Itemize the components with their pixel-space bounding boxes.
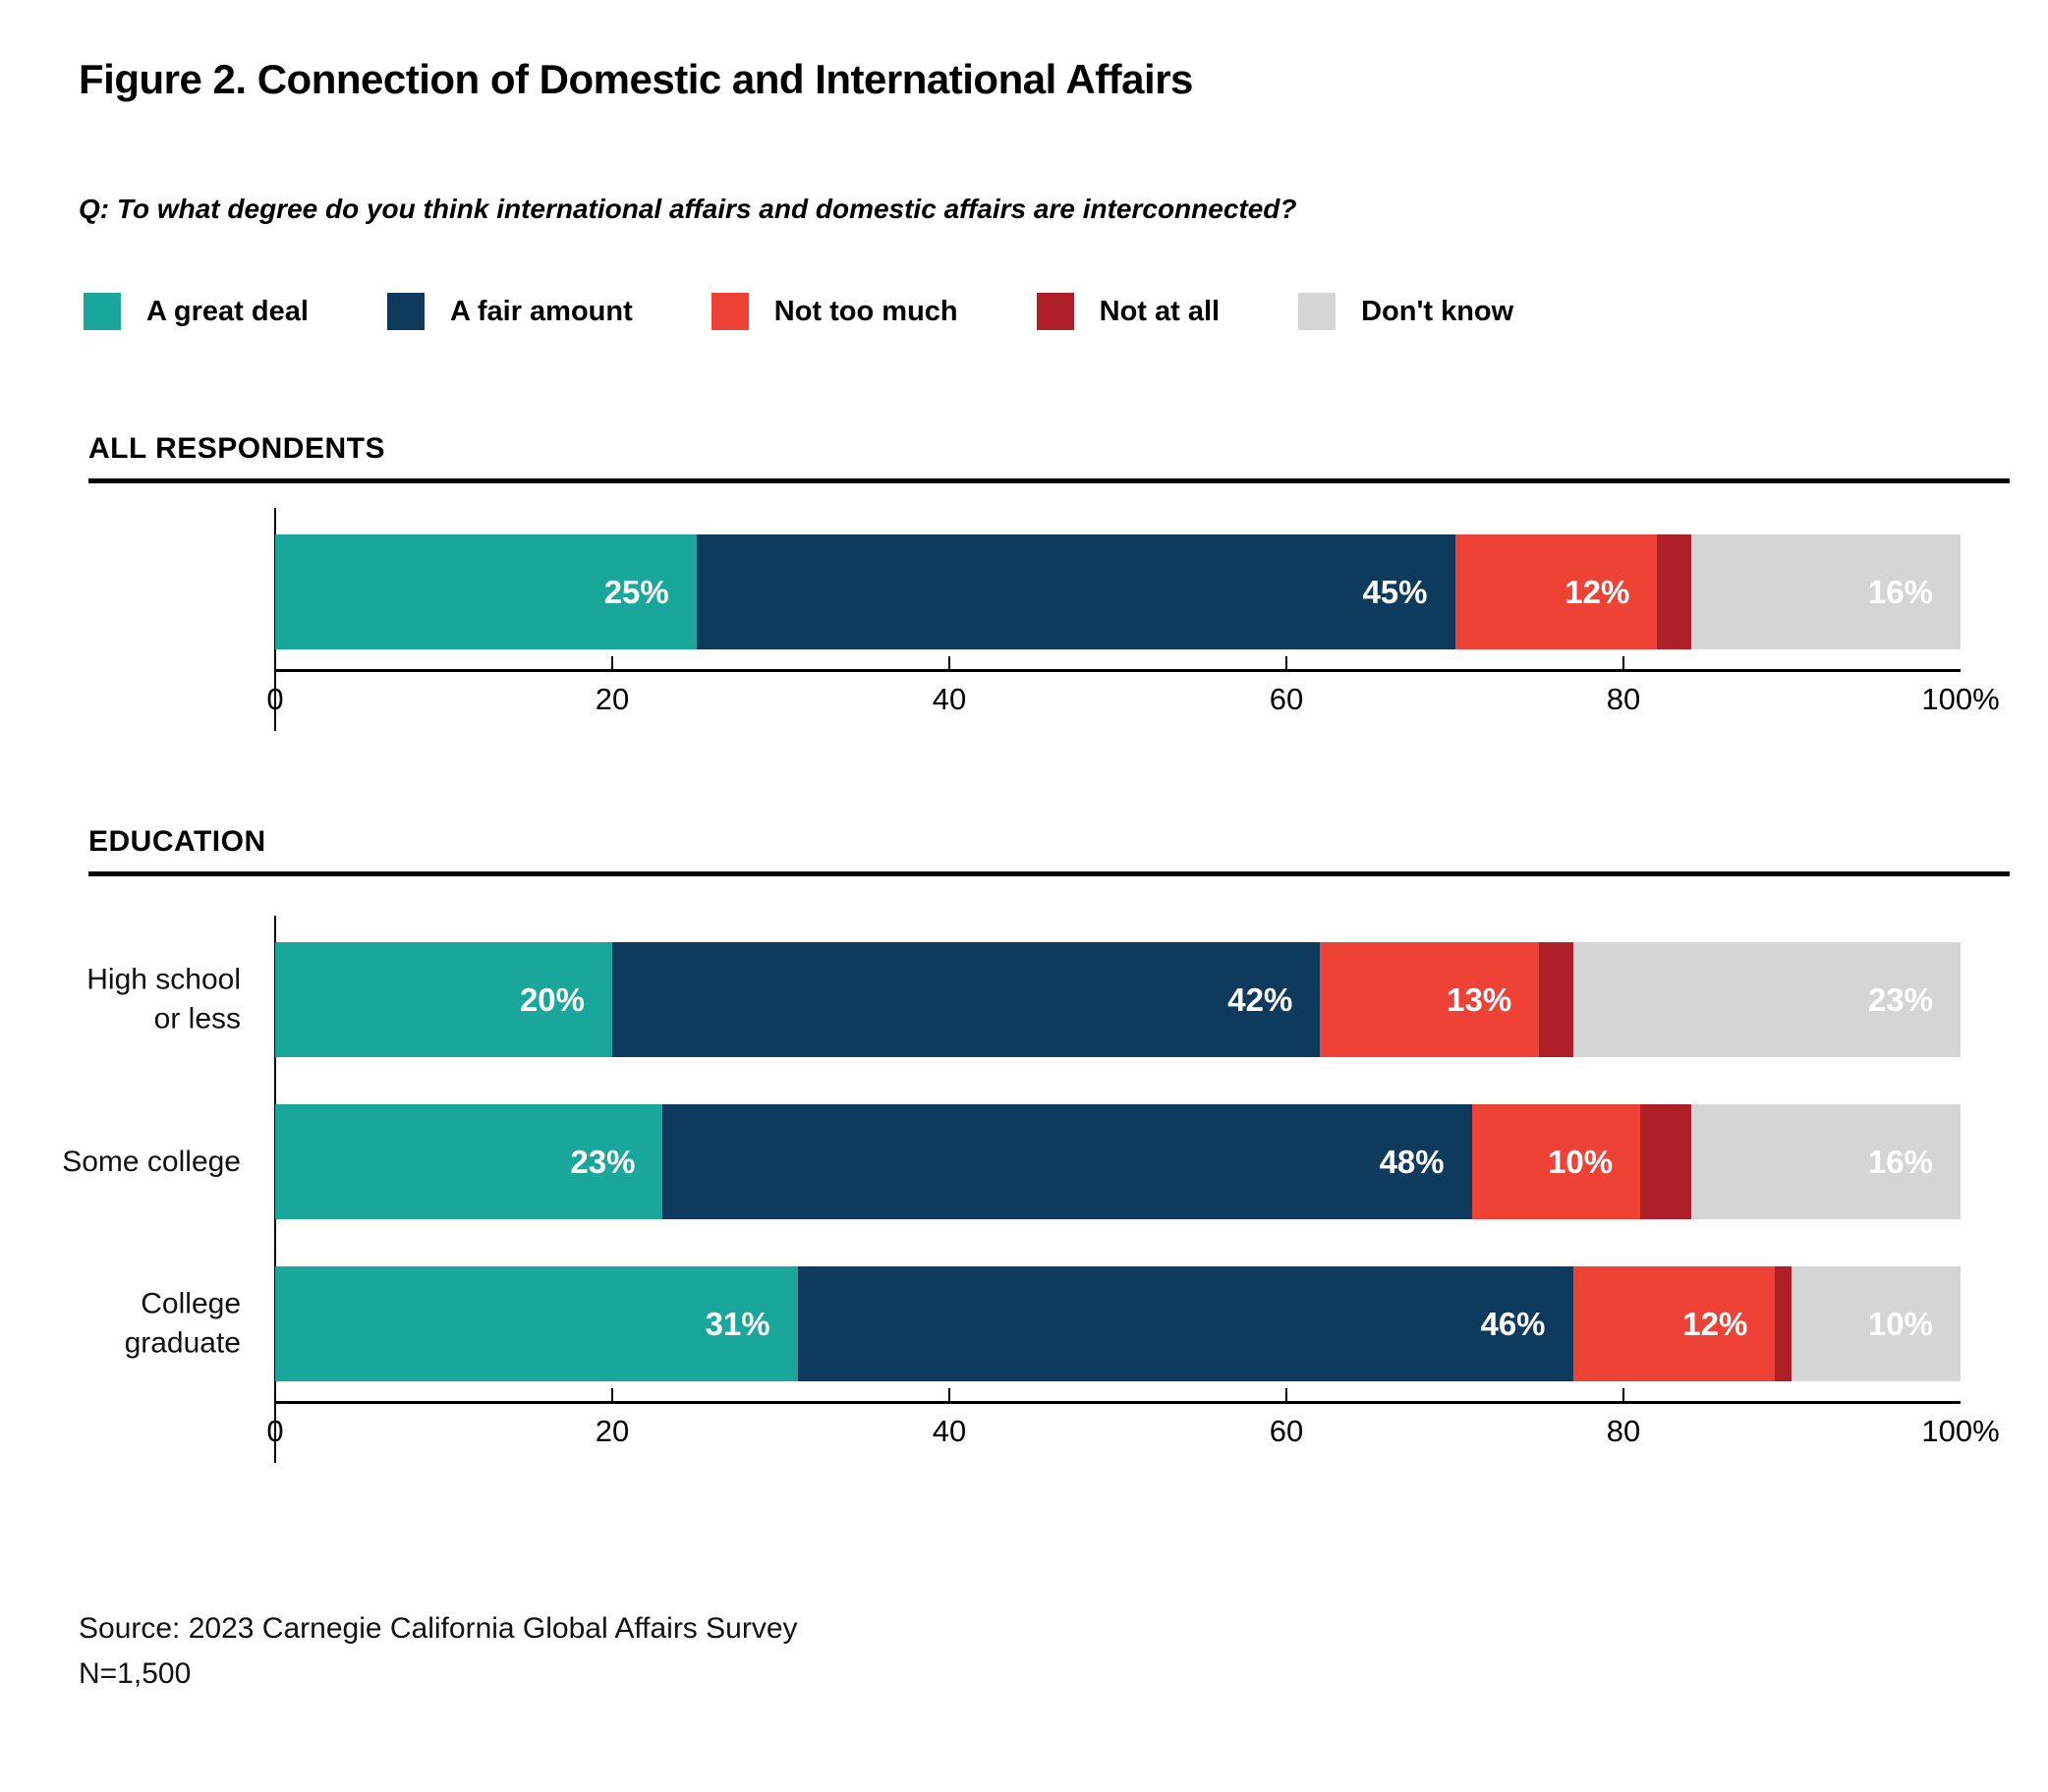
legend-item-not-at-all: Not at all xyxy=(1036,293,1221,331)
section-header-all-respondents: ALL RESPONDENTS xyxy=(88,432,2010,484)
axis-tick xyxy=(948,1388,950,1405)
axis-tick xyxy=(1285,656,1287,673)
x-axis-line xyxy=(275,1388,1961,1405)
bar-segment-a-fair-amount: 45% xyxy=(696,534,1455,650)
axis-tick-label: 0 xyxy=(266,682,284,717)
legend-label: A fair amount xyxy=(449,295,633,327)
bar-segment-a-fair-amount: 46% xyxy=(797,1266,1573,1382)
legend-item-dont-know: Don't know xyxy=(1298,293,1514,331)
segment-value-label: 31% xyxy=(705,1305,770,1342)
bar-segment-not-too-much: 12% xyxy=(1572,1266,1776,1382)
axis-tick-label: 40 xyxy=(932,1414,967,1449)
category-label: College graduate xyxy=(124,1287,241,1360)
x-axis-tick-labels: 0 20 40 60 80 100% xyxy=(266,682,1999,731)
segment-value-label: 16% xyxy=(1867,573,1933,610)
axis-tick xyxy=(1622,1388,1624,1405)
axis-tick-label: 100% xyxy=(1921,1414,2000,1449)
bar-segment-a-fair-amount: 42% xyxy=(612,942,1321,1058)
bar-segment-a-great-deal: 23% xyxy=(275,1104,663,1220)
segment-value-label: 16% xyxy=(1867,1143,1933,1180)
bar-segment-don-t-know: 16% xyxy=(1690,534,1961,650)
segment-value-label: 42% xyxy=(1227,980,1293,1018)
chart-education: High school or less 20% 42% 13% 23% Some colle… xyxy=(62,916,2000,1464)
axis-tick xyxy=(1285,1388,1287,1405)
bar-segment-not-too-much: 10% xyxy=(1471,1104,1641,1220)
bar-segment-not-at-all xyxy=(1539,942,1573,1058)
bar-row-high-school-or-less: High school or less 20% 42% 13% 23% xyxy=(86,942,1961,1058)
x-axis-line xyxy=(275,656,1961,673)
bar-segment-don-t-know: 16% xyxy=(1690,1104,1961,1220)
category-label: Some college xyxy=(62,1145,241,1178)
bars-area: High school or less 20% 42% 13% 23% Some colle… xyxy=(62,942,1961,1382)
segment-value-label: 10% xyxy=(1867,1305,1933,1342)
axis-tick-label: 20 xyxy=(595,682,630,717)
legend-label: Not too much xyxy=(773,295,958,327)
bar-segment-not-too-much: 12% xyxy=(1454,534,1658,650)
axis-tick-label: 80 xyxy=(1606,682,1641,717)
segment-value-label: 12% xyxy=(1682,1305,1748,1342)
figure-title: Figure 2. Connection of Domestic and Int… xyxy=(79,56,1193,102)
bar-segment-not-too-much: 13% xyxy=(1320,942,1540,1058)
legend-label: Not at all xyxy=(1099,295,1221,327)
legend-swatch-icon xyxy=(711,293,749,331)
axis-tick xyxy=(611,1388,613,1405)
legend-label: A great deal xyxy=(146,295,309,327)
bar-row-some-college: Some college 23% 48% 10% 16% xyxy=(62,1104,1961,1220)
survey-question: Q: To what degree do you think internati… xyxy=(79,194,1297,225)
axis-tick-label: 20 xyxy=(595,1414,630,1449)
legend: A great deal A fair amount Not too much … xyxy=(84,293,2009,331)
bar-segment-don-t-know: 23% xyxy=(1572,942,1961,1058)
source-note: Source: 2023 Carnegie California Global … xyxy=(79,1606,2009,1696)
segment-value-label: 23% xyxy=(570,1143,636,1180)
segment-value-label: 45% xyxy=(1362,573,1428,610)
bar-segment-a-great-deal: 31% xyxy=(275,1266,798,1382)
axis-tick xyxy=(948,656,950,673)
category-label: High school or less xyxy=(86,963,241,1036)
segment-value-label: 12% xyxy=(1564,573,1630,610)
legend-label: Don't know xyxy=(1361,295,1514,327)
axis-tick-label: 40 xyxy=(932,682,967,717)
stacked-bar: 31% 46% 12% 10% xyxy=(275,1266,1961,1382)
legend-swatch-icon xyxy=(1298,293,1337,331)
sample-size: N=1,500 xyxy=(79,1656,192,1690)
bar-segment-don-t-know: 10% xyxy=(1792,1266,1961,1382)
x-axis-tick-labels: 0 20 40 60 80 100% xyxy=(266,1414,1999,1463)
segment-value-label: 25% xyxy=(603,573,669,610)
axis-tick xyxy=(1622,656,1624,673)
axis-tick-label: 80 xyxy=(1606,1414,1641,1449)
bar-segment-not-at-all xyxy=(1775,1266,1792,1382)
axis-tick-label: 0 xyxy=(266,1414,284,1449)
bar-row-all: 25% 45% 12% 16% xyxy=(275,534,1961,650)
segment-value-label: 46% xyxy=(1480,1305,1546,1342)
section-header-education: EDUCATION xyxy=(88,825,2010,877)
legend-item-a-fair-amount: A fair amount xyxy=(386,293,633,331)
segment-value-label: 13% xyxy=(1447,980,1512,1018)
bar-segment-not-at-all xyxy=(1640,1104,1691,1220)
axis-tick xyxy=(611,656,613,673)
segment-value-label: 48% xyxy=(1379,1143,1445,1180)
legend-swatch-icon xyxy=(386,293,425,331)
bar-segment-not-at-all xyxy=(1657,534,1691,650)
bar-segment-a-great-deal: 20% xyxy=(275,942,612,1058)
legend-swatch-icon xyxy=(84,293,121,331)
stacked-bar: 23% 48% 10% 16% xyxy=(275,1104,1961,1220)
source-line: Source: 2023 Carnegie California Global … xyxy=(79,1612,798,1646)
bar-row-college-graduate: College graduate 31% 46% 12% 10% xyxy=(125,1266,1961,1382)
axis-tick-label: 60 xyxy=(1269,682,1304,717)
legend-item-not-too-much: Not too much xyxy=(711,293,958,331)
segment-value-label: 10% xyxy=(1548,1143,1614,1180)
segment-value-label: 23% xyxy=(1867,980,1933,1018)
axis-tick-label: 100% xyxy=(1921,682,2000,717)
bar-segment-a-fair-amount: 48% xyxy=(662,1104,1472,1220)
segment-value-label: 20% xyxy=(519,980,585,1018)
legend-item-a-great-deal: A great deal xyxy=(84,293,309,331)
bars-area: 25% 45% 12% 16% xyxy=(275,534,1961,650)
stacked-bar: 25% 45% 12% 16% xyxy=(275,534,1961,650)
stacked-bar: 20% 42% 13% 23% xyxy=(275,942,1961,1058)
chart-all-respondents: 25% 45% 12% 16% 0 20 40 60 80 100% xyxy=(266,508,2000,732)
legend-swatch-icon xyxy=(1036,293,1074,331)
bar-segment-a-great-deal: 25% xyxy=(275,534,697,650)
axis-tick-label: 60 xyxy=(1269,1414,1304,1449)
